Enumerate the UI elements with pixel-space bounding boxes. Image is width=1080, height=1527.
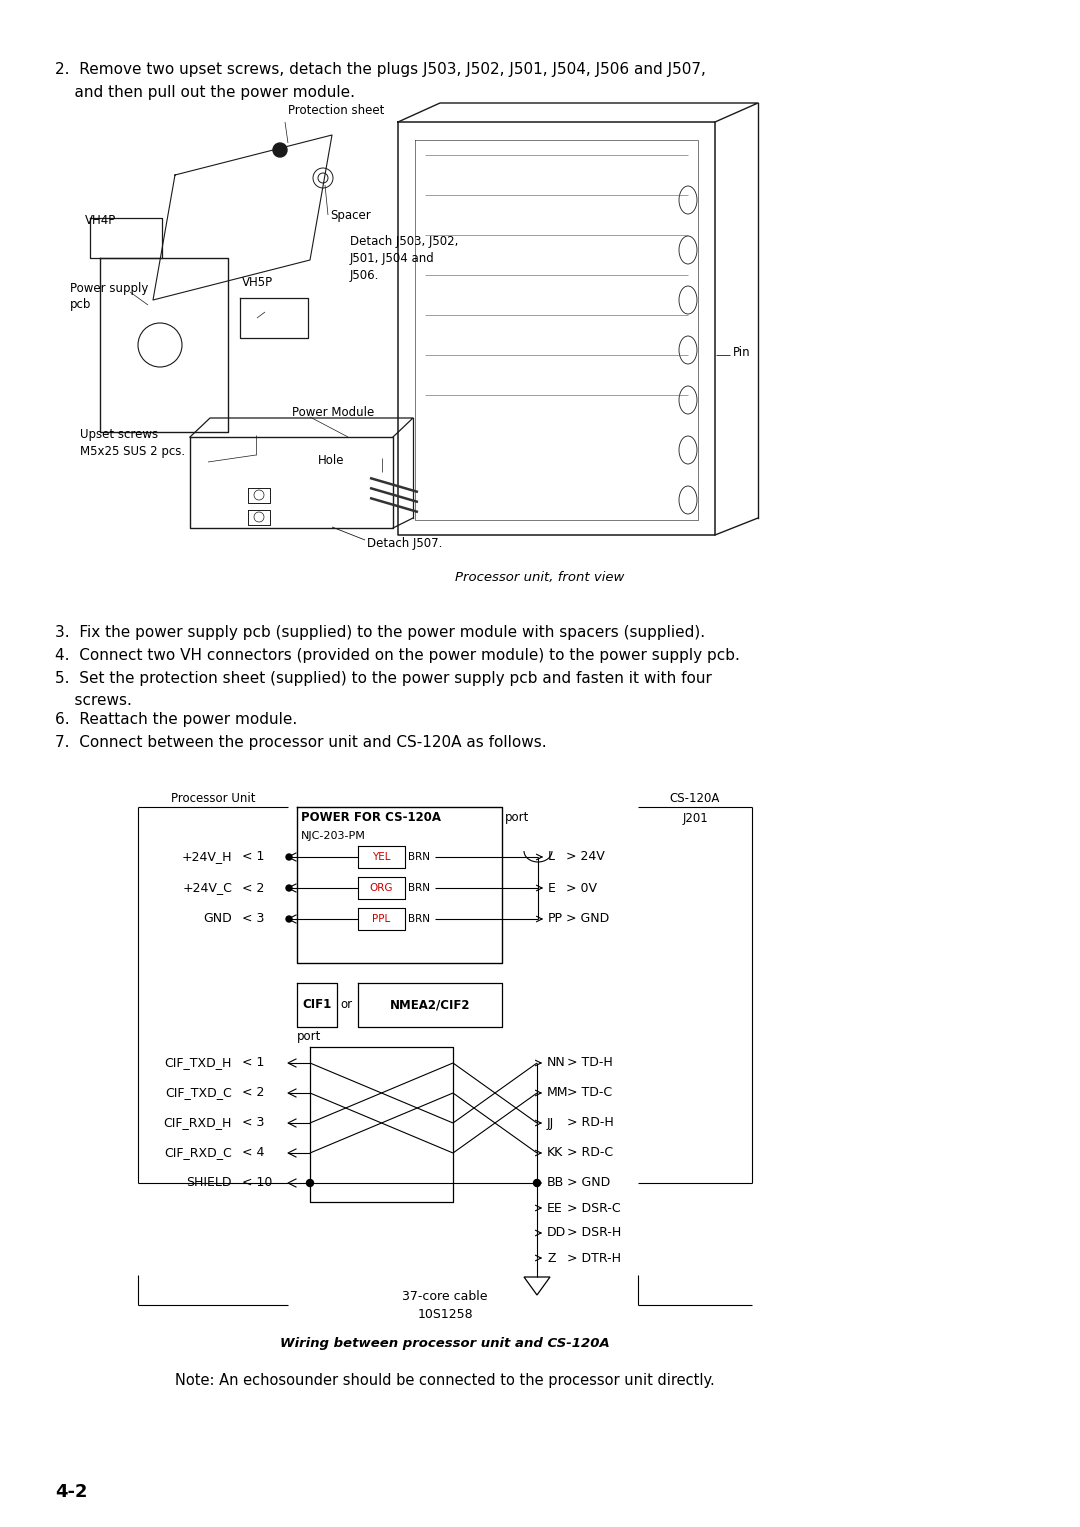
Text: < 1: < 1 [242,1057,265,1069]
Text: > GND: > GND [567,1176,610,1190]
Text: > RD-H: > RD-H [567,1116,613,1130]
Text: > GND: > GND [566,913,609,925]
Text: YEL: YEL [372,852,390,863]
Text: NN: NN [546,1057,566,1069]
Text: DD: DD [546,1226,566,1240]
Text: port: port [505,811,529,825]
Text: > 24V: > 24V [566,851,605,863]
Text: GND: GND [203,913,232,925]
Text: 37-core cable: 37-core cable [402,1290,488,1303]
Text: MM: MM [546,1087,568,1099]
Text: screws.: screws. [55,693,132,709]
Text: 4-2: 4-2 [55,1483,87,1501]
Text: JJ: JJ [546,1116,554,1130]
Text: +24V_C: +24V_C [183,881,232,895]
Text: BB: BB [546,1176,564,1190]
Text: PP: PP [548,913,563,925]
Circle shape [286,916,292,922]
Text: SHIELD: SHIELD [187,1176,232,1190]
Text: Pin: Pin [733,345,751,359]
Text: NMEA2/CIF2: NMEA2/CIF2 [390,999,470,1011]
Text: Detach J507.: Detach J507. [367,536,443,550]
Text: BRN: BRN [408,915,430,924]
Text: ORG: ORG [369,883,393,893]
Text: < 1: < 1 [242,851,265,863]
Text: CIF_TXD_C: CIF_TXD_C [165,1087,232,1099]
Text: Wiring between processor unit and CS-120A: Wiring between processor unit and CS-120… [280,1336,610,1350]
Text: EE: EE [546,1202,563,1214]
Text: Processor unit, front view: Processor unit, front view [456,571,624,585]
Circle shape [273,144,287,157]
Text: BRN: BRN [408,852,430,863]
Text: 4.  Connect two VH connectors (provided on the power module) to the power supply: 4. Connect two VH connectors (provided o… [55,647,740,663]
Text: Note: An echosounder should be connected to the processor unit directly.: Note: An echosounder should be connected… [175,1373,715,1388]
Text: 6.  Reattach the power module.: 6. Reattach the power module. [55,712,297,727]
Circle shape [307,1179,313,1186]
Text: M5x25 SUS 2 pcs.: M5x25 SUS 2 pcs. [80,444,185,458]
Text: CIF_RXD_C: CIF_RXD_C [164,1147,232,1159]
Circle shape [534,1179,540,1186]
Text: CIF_RXD_H: CIF_RXD_H [164,1116,232,1130]
Text: Hole: Hole [318,454,345,467]
Text: CS-120A: CS-120A [670,793,720,805]
Text: Spacer: Spacer [330,209,370,221]
Text: PPL: PPL [372,915,390,924]
Text: port: port [297,1031,322,1043]
Text: > RD-C: > RD-C [567,1147,613,1159]
Text: > DSR-C: > DSR-C [567,1202,621,1214]
Text: J506.: J506. [350,269,379,282]
Text: > DSR-H: > DSR-H [567,1226,621,1240]
Text: < 10: < 10 [242,1176,272,1190]
Text: < 2: < 2 [242,1087,265,1099]
Text: 7.  Connect between the processor unit and CS-120A as follows.: 7. Connect between the processor unit an… [55,734,546,750]
Circle shape [286,854,292,860]
Text: 5.  Set the protection sheet (supplied) to the power supply pcb and fasten it wi: 5. Set the protection sheet (supplied) t… [55,670,712,686]
Text: pcb: pcb [70,298,92,312]
Text: Detach J503, J502,: Detach J503, J502, [350,235,458,247]
Text: L: L [548,851,555,863]
Text: > DTR-H: > DTR-H [567,1252,621,1264]
Text: J201: J201 [683,812,707,825]
Text: Power supply: Power supply [70,282,148,295]
Text: or: or [340,999,352,1011]
Text: J501, J504 and: J501, J504 and [350,252,435,266]
Text: +24V_H: +24V_H [181,851,232,863]
Text: < 3: < 3 [242,1116,265,1130]
Circle shape [286,886,292,890]
Text: KK: KK [546,1147,564,1159]
Text: POWER FOR CS-120A: POWER FOR CS-120A [301,811,441,825]
Text: Power Module: Power Module [292,406,375,418]
Text: CIF1: CIF1 [302,999,332,1011]
Text: < 3: < 3 [242,913,265,925]
Text: < 4: < 4 [242,1147,265,1159]
Text: CIF_TXD_H: CIF_TXD_H [164,1057,232,1069]
Text: VH4P: VH4P [85,214,117,226]
Text: > TD-H: > TD-H [567,1057,612,1069]
Text: Upset screws: Upset screws [80,428,158,441]
Text: NJC-203-PM: NJC-203-PM [301,831,366,841]
Text: E: E [548,881,556,895]
Text: Z: Z [546,1252,555,1264]
Text: Protection sheet: Protection sheet [288,104,384,116]
Text: 3.  Fix the power supply pcb (supplied) to the power module with spacers (suppli: 3. Fix the power supply pcb (supplied) t… [55,625,705,640]
Text: and then pull out the power module.: and then pull out the power module. [55,86,355,99]
Text: > TD-C: > TD-C [567,1087,612,1099]
Text: < 2: < 2 [242,881,265,895]
Text: 2.  Remove two upset screws, detach the plugs J503, J502, J501, J504, J506 and J: 2. Remove two upset screws, detach the p… [55,63,706,76]
Text: VH5P: VH5P [242,275,273,289]
Text: 10S1258: 10S1258 [417,1309,473,1321]
Text: > 0V: > 0V [566,881,597,895]
Text: BRN: BRN [408,883,430,893]
Text: Processor Unit: Processor Unit [171,793,255,805]
